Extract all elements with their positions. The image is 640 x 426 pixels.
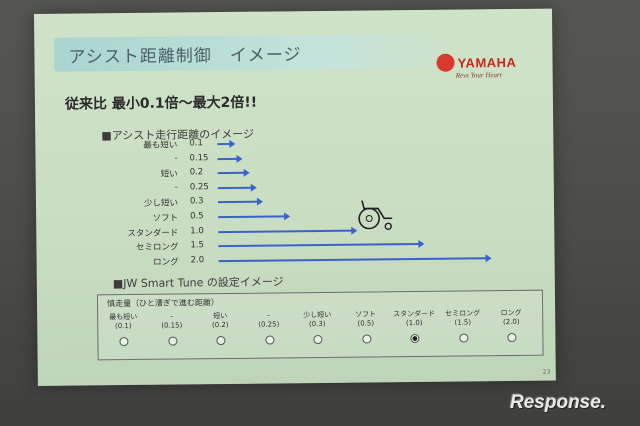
tune-option-label: - (0.15) (161, 312, 183, 330)
wheelchair-icon (358, 200, 393, 231)
slide-title: アシスト距離制御 イメージ (68, 45, 302, 68)
tune-option-label: - (0.25) (258, 311, 280, 329)
chart-distance-arrow (217, 157, 238, 160)
tune-option-radio[interactable] (410, 333, 420, 344)
chart-category-label: ロング (153, 257, 179, 268)
tune-option-label: セミロング (1.5) (445, 309, 481, 327)
tune-option-radio[interactable] (361, 334, 371, 344)
chart-category-label: スタンダード (127, 228, 179, 239)
tune-option-label: ソフト (0.5) (355, 310, 377, 328)
chart-category-label: セミロング (135, 242, 179, 254)
chart-distance-arrow (217, 201, 259, 204)
chart-category-label: - (174, 153, 178, 164)
chart-distance-arrow (217, 142, 231, 146)
chart-category-label: 少し短い (143, 198, 179, 210)
tune-option-radio[interactable] (264, 335, 274, 345)
tune-option-radio[interactable] (458, 333, 468, 343)
tune-option-radio[interactable] (313, 334, 323, 345)
headline: 従来比 最小0.1倍～最大2倍!! (64, 94, 258, 113)
yamaha-logo-icon (436, 53, 455, 72)
projected-slide: アシスト距離制御 イメージ YAMAHA Revs Your Heart 従来比… (34, 8, 556, 386)
yamaha-tagline: Revs Your Heart (455, 71, 502, 80)
chart-value-label: 0.3 (189, 196, 204, 207)
tune-option-label: 最も短い (0.1) (109, 312, 138, 331)
tune-option-label: 短い (0.2) (211, 311, 229, 330)
chart-distance-arrow (218, 243, 420, 248)
response-watermark: Response. (510, 392, 607, 413)
chart-value-label: 2.0 (190, 255, 205, 266)
tune-option-label: ロング (2.0) (500, 308, 522, 327)
chart-value-label: 0.5 (190, 211, 204, 222)
chart-category-label: 最も短い (143, 140, 178, 151)
yamaha-logo-text: YAMAHA (457, 54, 517, 71)
chart-value-label: 0.2 (189, 167, 204, 178)
section-heading-smart-tune: ■JW Smart Tune の設定イメージ (112, 275, 284, 291)
chart-value-label: 1.0 (190, 225, 204, 236)
tune-option-label: スタンダード (1.0) (393, 309, 436, 328)
page-number: 23 (542, 368, 551, 376)
chart-distance-arrow (217, 171, 245, 175)
chart-category-label: ソフト (152, 213, 179, 224)
chart-distance-arrow (218, 215, 286, 219)
chart-category-label: 短い (160, 169, 178, 180)
chart-distance-arrow (218, 229, 353, 233)
chart-value-label: 0.15 (189, 152, 209, 163)
chart-category-label: - (174, 182, 178, 193)
chart-value-label: 0.1 (189, 138, 203, 149)
chart-value-label: 1.5 (190, 240, 205, 251)
chart-distance-arrow (218, 257, 487, 262)
tune-option-radio[interactable] (167, 336, 177, 346)
tune-option-radio[interactable] (507, 332, 517, 343)
tune-option-radio[interactable] (119, 337, 129, 347)
tune-option-label: 少し短い (0.3) (303, 310, 332, 329)
chart-distance-arrow (217, 186, 252, 189)
chart-value-label: 0.25 (189, 181, 209, 193)
smart-tune-caption: 慎走量（ひと漕ぎで進む距離） (106, 298, 219, 309)
tune-option-radio[interactable] (216, 336, 226, 346)
